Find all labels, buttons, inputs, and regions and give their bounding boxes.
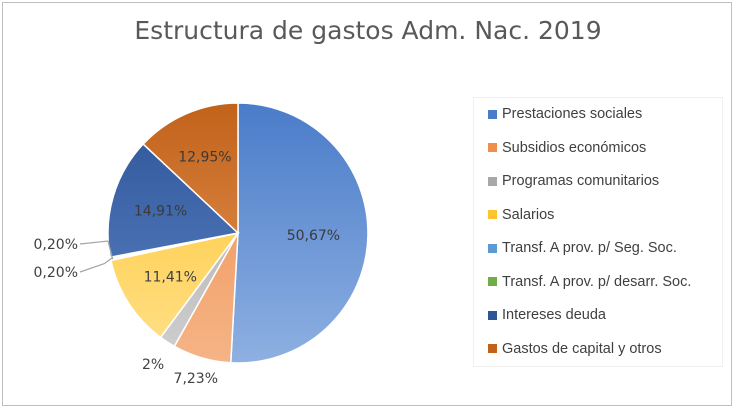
legend-swatch [488, 210, 497, 219]
legend-label: Programas comunitarios [502, 173, 660, 189]
legend-item-prestaciones-sociales: Prestaciones sociales [488, 104, 642, 124]
legend-label: Transf. A prov. p/ desarr. Soc. [502, 273, 692, 290]
data-label-salarios: 11,41% [144, 270, 197, 286]
legend-label: Subsidios económicos [502, 139, 647, 156]
legend-item-transf-a-prov-p-desarr-soc: Transf. A prov. p/ desarr. Soc. [488, 272, 691, 292]
legend-label: Salarios [502, 206, 555, 223]
pie-slice-prestaciones-sociales [229, 102, 369, 364]
legend-item-gastos-de-capital-y-otros: Gastos de capital y otros [488, 339, 662, 359]
legend-swatch [488, 277, 497, 286]
legend-label: Intereses deuda [502, 307, 606, 323]
data-label-prestaciones-sociales: 50,67% [287, 228, 340, 244]
legend-swatch [488, 109, 497, 119]
leader-line-transf-a-prov-p-desarr-soc [79, 257, 113, 273]
data-label-programas-comunitarios: 2% [142, 357, 164, 373]
leader-line-transf-a-prov-p-seg-soc [79, 240, 114, 260]
pie-slice-intereses-deuda [107, 142, 240, 259]
legend-item-programas-comunitarios: Programas comunitarios [488, 171, 659, 191]
legend-swatch [488, 176, 497, 186]
data-label-transf-a-prov-p-desarr-soc: 0,20% [34, 265, 78, 281]
data-label-subsidios-economicos: 7,23% [174, 371, 218, 387]
legend-item-intereses-deuda: Intereses deuda [488, 305, 606, 325]
legend-swatch [488, 143, 497, 152]
pie-slice-salarios [110, 231, 240, 339]
data-label-intereses-deuda: 14,91% [134, 204, 187, 220]
legend-swatch [488, 243, 497, 253]
data-label-gastos-de-capital-y-otros: 12,95% [178, 150, 231, 166]
legend-item-salarios: Salarios [488, 205, 554, 225]
legend-label: Prestaciones sociales [502, 106, 643, 122]
pie-slice-gastos-de-capital-y-otros [142, 102, 239, 235]
legend-label: Gastos de capital y otros [502, 340, 662, 357]
legend-item-transf-a-prov-p-seg-soc: Transf. A prov. p/ Seg. Soc. [488, 238, 677, 258]
legend: Prestaciones sociales Subsidios económico… [473, 97, 723, 367]
data-label-transf-a-prov-p-seg-soc: 0,20% [34, 237, 78, 253]
legend-swatch [488, 344, 497, 353]
legend-item-subsidios-economicos: Subsidios económicos [488, 138, 646, 158]
legend-swatch [488, 310, 497, 320]
legend-label: Transf. A prov. p/ Seg. Soc. [502, 240, 677, 256]
chart-title: Estructura de gastos Adm. Nac. 2019 [134, 16, 602, 45]
